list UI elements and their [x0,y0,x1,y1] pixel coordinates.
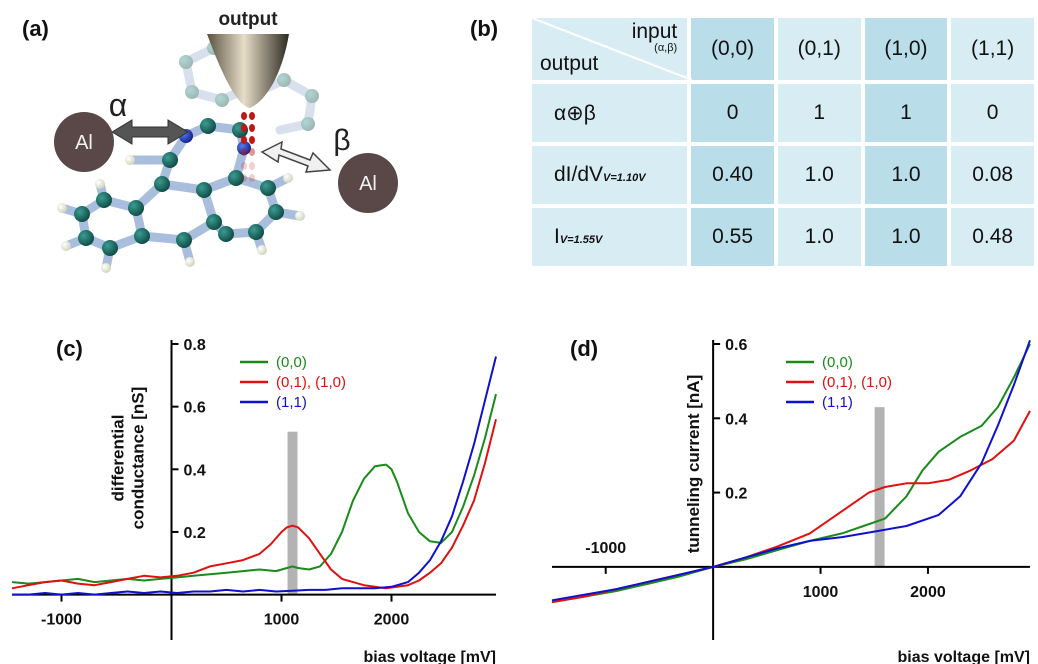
x-tick-label: 1000 [803,584,839,601]
table-cell: 1.0 [864,146,948,204]
table-row: α⊕β 0 1 1 0 [532,84,1034,142]
legend-label: (0,1), (1,0) [822,374,892,391]
x-tick-label: 2000 [374,612,410,629]
x-tick-label: 2000 [910,584,946,601]
x-tick-label: 1000 [264,612,300,629]
table-cell: 0 [951,84,1034,142]
alpha-double-arrow [111,119,189,145]
legend-label: (1,1) [276,394,307,411]
column-header: (1,1) [951,18,1034,80]
corner-input-text: input [631,20,678,43]
stm-tip [207,34,289,108]
highlight-bar [287,431,298,595]
carbon-atoms [74,118,284,256]
y-tick-label: 0.4 [184,462,206,479]
corner-input-sub: (α,β) [654,42,678,54]
legend-label: (0,1), (1,0) [276,374,346,391]
table-cell: 1.0 [777,208,861,266]
panel-b: (b) input (α,β) output (0,0) (0,1) (1,0) … [470,0,1038,300]
truth-table: input (α,β) output (0,0) (0,1) (1,0) (1,1… [528,14,1038,270]
row-label-text: α⊕β [554,101,596,125]
table-cell: 1 [864,84,948,142]
x-axis-label: bias voltage [mV] [364,649,496,664]
y-tick-label: 0.2 [725,486,747,503]
y-tick-label: 0.2 [184,525,206,542]
corner-output-label: output [540,52,599,75]
legend-label: (0,0) [822,354,853,371]
table-row: dI/dVV=1.10V 0.40 1.0 1.0 0.08 [532,146,1034,204]
table-row: IV=1.55V 0.55 1.0 1.0 0.48 [532,208,1034,266]
column-header: (0,0) [691,18,774,80]
panel-c-label: (c) [56,336,83,361]
beta-symbol: β [333,124,350,157]
y-axis-label: differential [109,415,128,502]
molecule-illustration: output Al Al α β [54,9,398,273]
table-cell: 0.48 [951,208,1034,266]
y-tick-label: 0.6 [725,337,747,354]
x-tick-label: -1000 [41,612,82,629]
series-line [12,356,497,596]
legend-label: (0,0) [276,354,307,371]
y-axis-label: conductance [nS] [129,387,148,530]
column-header: (1,0) [864,18,948,80]
tip-output-label: output [218,9,278,30]
y-tick-label: 0.6 [184,400,206,417]
series-line [551,339,1031,602]
series-line [11,393,497,585]
x-axis-label: bias voltage [mV] [898,649,1030,664]
table-cell: 0.40 [691,146,774,204]
highlight-bar [874,407,885,567]
row-label-subscript: V=1.10V [603,172,646,184]
table-cell: 0 [691,84,774,142]
table-cell: 1.0 [864,208,948,266]
hydrogen-atoms [57,155,305,273]
alpha-electrode-label: Al [75,132,93,154]
table-cell: 1.0 [777,146,861,204]
beta-electrode [338,153,398,213]
x-tick-label: -1000 [585,540,626,557]
panel-b-label: (b) [470,16,499,41]
table-cell: 1 [777,84,861,142]
legend-label: (1,1) [822,394,853,411]
table-cell: 0.55 [691,208,774,266]
alpha-electrode [54,112,114,172]
series-line [551,343,1031,604]
truth-table-corner: input (α,β) output [532,18,692,80]
row-label: IV=1.55V [532,208,688,266]
alpha-symbol: α [109,87,128,123]
panel-d-label: (d) [570,336,599,361]
table-cell: 0.08 [951,146,1034,204]
panel-a: (a) [0,0,500,300]
row-label-text: I [554,225,560,248]
truth-table-header-row: input (α,β) output (0,0) (0,1) (1,0) (1,1… [532,18,1034,80]
row-label: dI/dVV=1.10V [532,146,688,204]
y-tick-label: 0.8 [184,337,206,354]
row-label-text: dI/dV [554,163,604,186]
row-label-subscript: V=1.55V [559,234,603,246]
corner-input-label: input (α,β) [631,20,678,55]
beta-double-arrow [260,140,332,173]
column-header: (0,1) [777,18,861,80]
y-tick-label: 0.4 [725,411,747,428]
corner-diagonal [532,18,692,80]
beta-electrode-label: Al [359,173,377,195]
tunneling-dots [241,112,255,182]
series-line [551,410,1031,604]
series-line [11,418,497,590]
row-label: α⊕β [532,84,688,142]
y-axis-label: tunneling current [nA] [684,375,703,553]
panel-a-label: (a) [22,16,49,41]
